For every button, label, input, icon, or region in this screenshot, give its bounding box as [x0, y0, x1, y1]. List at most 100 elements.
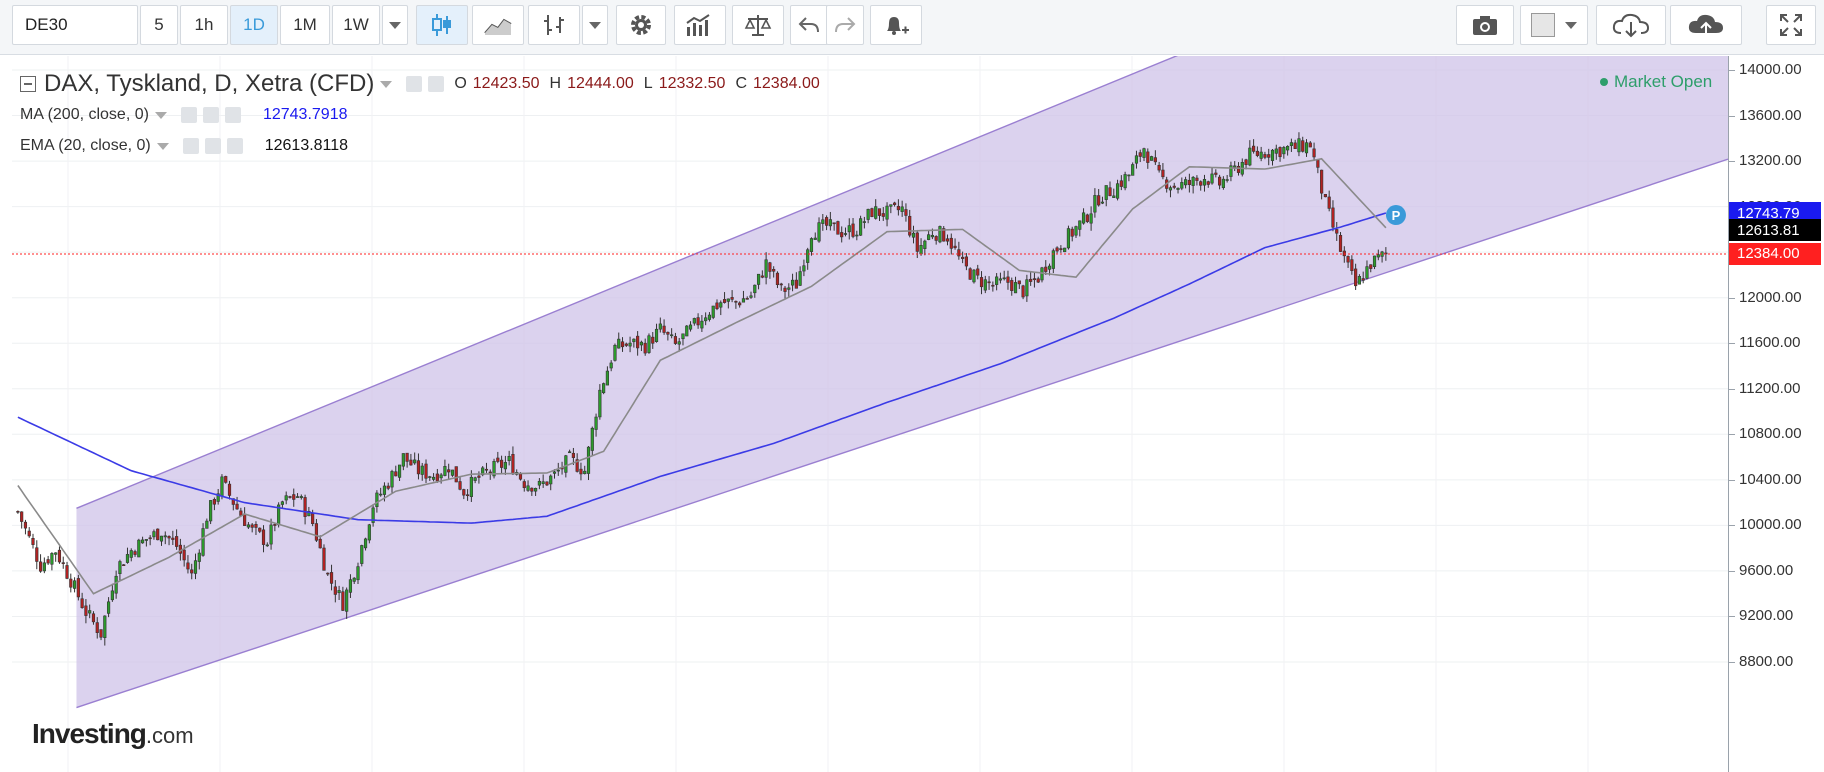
- candle-body: [881, 213, 885, 217]
- candle-body: [209, 500, 213, 522]
- candle-body: [492, 460, 496, 477]
- indicators-button[interactable]: [674, 5, 726, 45]
- background-color-button[interactable]: [1520, 5, 1588, 45]
- candle-body: [824, 217, 829, 226]
- candle-body: [711, 305, 715, 318]
- gear-icon: [631, 15, 651, 35]
- candle-body: [847, 225, 851, 233]
- candle-body: [609, 362, 613, 369]
- chart-type-dropdown-button[interactable]: [582, 5, 608, 45]
- candle-body: [673, 336, 678, 344]
- candle-body: [295, 496, 300, 498]
- candle-body: [65, 565, 69, 579]
- eye-icon[interactable]: [180, 107, 197, 123]
- interval-1d-button[interactable]: 1D: [230, 5, 278, 45]
- ohlc-high: 12444.00: [567, 75, 634, 92]
- chart-toolbar: DE30 5 1h 1D 1M 1W: [0, 0, 1824, 55]
- candle-body: [613, 344, 617, 361]
- candle-body: [420, 465, 424, 475]
- load-chart-button[interactable]: [1596, 5, 1666, 45]
- candle-body: [205, 520, 209, 529]
- candle-body: [95, 622, 99, 633]
- candle-body: [934, 236, 938, 241]
- candle-body: [31, 538, 35, 545]
- candle-body: [1032, 278, 1037, 281]
- price-tick: [1729, 662, 1735, 663]
- candle-body: [1172, 185, 1176, 188]
- pivot-marker[interactable]: P: [1385, 205, 1406, 226]
- candle-body: [1123, 174, 1127, 189]
- interval-1h-button[interactable]: 1h: [180, 5, 228, 45]
- symbol-input[interactable]: DE30: [12, 5, 138, 45]
- candle-body: [817, 222, 821, 242]
- interval-5-button[interactable]: 5: [140, 5, 178, 45]
- area-chart-button[interactable]: [472, 5, 524, 45]
- chevron-down-icon[interactable]: [380, 80, 393, 88]
- candle-body: [1104, 185, 1108, 200]
- gear-icon[interactable]: [202, 107, 219, 123]
- candle-body: [964, 256, 968, 267]
- candle-body: [783, 287, 787, 292]
- gear-icon[interactable]: [428, 76, 445, 92]
- candle-body: [1229, 165, 1233, 177]
- fullscreen-icon: [1780, 14, 1802, 36]
- chevron-down-icon[interactable]: [154, 111, 167, 119]
- candle-body: [292, 494, 296, 500]
- line-chart-icon: [484, 18, 512, 35]
- candle-body: [1089, 213, 1093, 224]
- candle-body: [1304, 142, 1309, 154]
- candle-body: [552, 471, 557, 474]
- undo-button[interactable]: [790, 5, 828, 45]
- candle-body: [458, 481, 462, 490]
- candle-body: [1308, 142, 1312, 148]
- interval-1m-button[interactable]: 1M: [280, 5, 330, 45]
- bars-chart-button[interactable]: [528, 5, 580, 45]
- candle-body: [662, 325, 666, 333]
- interval-dropdown-button[interactable]: [382, 5, 408, 45]
- fullscreen-button[interactable]: [1766, 5, 1816, 45]
- candle-body: [348, 579, 353, 593]
- price-chart[interactable]: P: [12, 56, 1728, 772]
- save-chart-button[interactable]: [1670, 5, 1742, 45]
- candle-body: [375, 492, 379, 508]
- snapshot-button[interactable]: [1456, 5, 1514, 45]
- candle-body: [707, 314, 712, 320]
- candle-body: [20, 511, 24, 522]
- candle-body: [341, 591, 345, 611]
- chevron-down-icon[interactable]: [156, 142, 169, 150]
- candle-body: [851, 223, 855, 237]
- gear-icon[interactable]: [204, 138, 221, 154]
- candle-body: [1115, 183, 1120, 199]
- close-icon[interactable]: [224, 107, 241, 123]
- trend-channel[interactable]: [76, 56, 1728, 709]
- redo-button[interactable]: [826, 5, 864, 45]
- candle-body: [156, 528, 160, 541]
- channel-fill: [76, 56, 1728, 708]
- price-axis[interactable]: 14000.0013600.0013200.0012800.0012400.00…: [1728, 56, 1824, 772]
- candle-body: [35, 547, 39, 562]
- candle-body: [722, 299, 727, 303]
- eye-icon[interactable]: [182, 138, 199, 154]
- candle-body: [246, 524, 250, 528]
- chevron-down-icon: [1565, 21, 1577, 29]
- candle-body: [1267, 154, 1271, 158]
- settings-button[interactable]: [616, 5, 666, 45]
- candle-body: [987, 281, 991, 284]
- compare-button[interactable]: [732, 5, 784, 45]
- candle-body: [957, 249, 961, 257]
- candles-chart-button[interactable]: [416, 5, 468, 45]
- candlestick-series: [16, 132, 1388, 646]
- candle-body: [1097, 195, 1101, 206]
- interval-1w-button[interactable]: 1W: [332, 5, 380, 45]
- close-icon[interactable]: [226, 138, 243, 154]
- candle-body: [1354, 268, 1358, 287]
- candle-body: [1338, 235, 1343, 252]
- bars-icon: [544, 15, 564, 35]
- eye-icon[interactable]: [406, 76, 423, 92]
- candle-body: [945, 238, 950, 242]
- collapse-icon[interactable]: [20, 76, 36, 92]
- alert-button[interactable]: [870, 5, 922, 45]
- candle-body: [806, 249, 810, 263]
- candle-body: [186, 562, 190, 570]
- price-tick-label: 13200.00: [1739, 152, 1802, 170]
